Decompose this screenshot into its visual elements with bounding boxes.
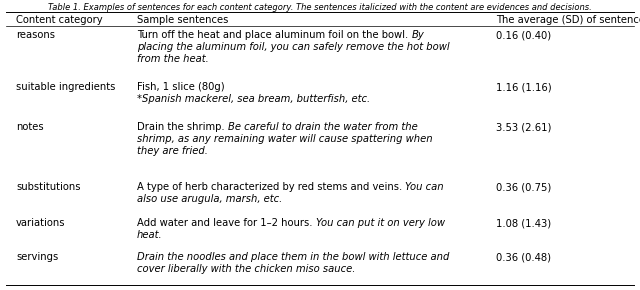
Text: Spanish mackerel, sea bream, butterfish, etc.: Spanish mackerel, sea bream, butterfish,… (142, 94, 370, 104)
Text: By: By (412, 30, 424, 40)
Text: variations: variations (16, 218, 65, 228)
Text: Add water and leave for 1–2 hours.: Add water and leave for 1–2 hours. (137, 218, 316, 228)
Text: You can put it on very low: You can put it on very low (316, 218, 445, 228)
Text: Be careful to drain the water from the: Be careful to drain the water from the (228, 122, 417, 132)
Text: servings: servings (16, 252, 58, 262)
Text: *: * (137, 94, 142, 104)
Text: substitutions: substitutions (16, 182, 81, 192)
Text: The average (SD) of sentences per recipe: The average (SD) of sentences per recipe (496, 15, 640, 25)
Text: reasons: reasons (16, 30, 55, 40)
Text: Turn off the heat and place aluminum foil on the bowl.: Turn off the heat and place aluminum foi… (137, 30, 412, 40)
Text: 1.16 (1.16): 1.16 (1.16) (496, 82, 552, 92)
Text: Content category: Content category (16, 15, 102, 25)
Text: Table 1. Examples of sentences for each content category. The sentences italiciz: Table 1. Examples of sentences for each … (48, 3, 592, 12)
Text: 3.53 (2.61): 3.53 (2.61) (496, 122, 552, 132)
Text: also use arugula, marsh, etc.: also use arugula, marsh, etc. (137, 194, 282, 204)
Text: heat.: heat. (137, 230, 163, 240)
Text: cover liberally with the chicken miso sauce.: cover liberally with the chicken miso sa… (137, 264, 355, 274)
Text: A type of herb characterized by red stems and veins.: A type of herb characterized by red stem… (137, 182, 405, 192)
Text: 0.36 (0.75): 0.36 (0.75) (496, 182, 551, 192)
Text: 0.36 (0.48): 0.36 (0.48) (496, 252, 551, 262)
Text: shrimp, as any remaining water will cause spattering when: shrimp, as any remaining water will caus… (137, 134, 433, 144)
Text: You can: You can (405, 182, 444, 192)
Text: 1.08 (1.43): 1.08 (1.43) (496, 218, 551, 228)
Text: Fish, 1 slice (80g): Fish, 1 slice (80g) (137, 82, 225, 92)
Text: 0.16 (0.40): 0.16 (0.40) (496, 30, 551, 40)
Text: Sample sentences: Sample sentences (137, 15, 228, 25)
Text: suitable ingredients: suitable ingredients (16, 82, 115, 92)
Text: they are fried.: they are fried. (137, 146, 208, 156)
Text: from the heat.: from the heat. (137, 54, 209, 64)
Text: notes: notes (16, 122, 44, 132)
Text: Drain the shrimp.: Drain the shrimp. (137, 122, 228, 132)
Text: Drain the noodles and place them in the bowl with lettuce and: Drain the noodles and place them in the … (137, 252, 449, 262)
Text: placing the aluminum foil, you can safely remove the hot bowl: placing the aluminum foil, you can safel… (137, 42, 450, 52)
